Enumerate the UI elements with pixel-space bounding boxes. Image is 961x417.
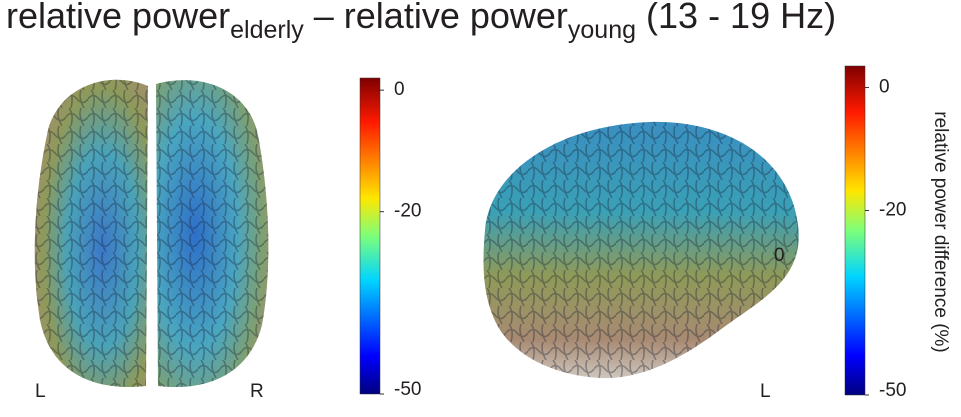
stray-label: 0	[774, 245, 785, 266]
colorbar-tick-label: -20	[879, 200, 906, 221]
title-text: (13 - 19 Hz)	[636, 0, 836, 36]
brain-lateral-view	[483, 121, 799, 379]
title-text: relative power	[6, 0, 230, 36]
title-text: – relative power	[304, 0, 568, 36]
title-subscript: young	[568, 16, 636, 44]
hemisphere-label: L	[760, 381, 771, 402]
title: relative powerelderly – relative poweryo…	[6, 0, 836, 44]
title-subscript: elderly	[230, 16, 304, 44]
colorbar-tick-label: -50	[394, 379, 421, 400]
colorbar-tick-label: -20	[394, 201, 421, 222]
hemisphere-label: L	[35, 381, 46, 402]
colorbar-tick-label: 0	[394, 79, 405, 100]
colorbar-tick-label: 0	[879, 77, 890, 98]
colorbar	[844, 65, 866, 396]
colorbar	[359, 77, 381, 395]
colorbar-tick-label: -50	[879, 380, 906, 401]
colorbar-label: relative power difference (%)	[930, 111, 951, 352]
hemisphere-label: R	[250, 381, 264, 402]
brain-top-view	[34, 79, 269, 388]
